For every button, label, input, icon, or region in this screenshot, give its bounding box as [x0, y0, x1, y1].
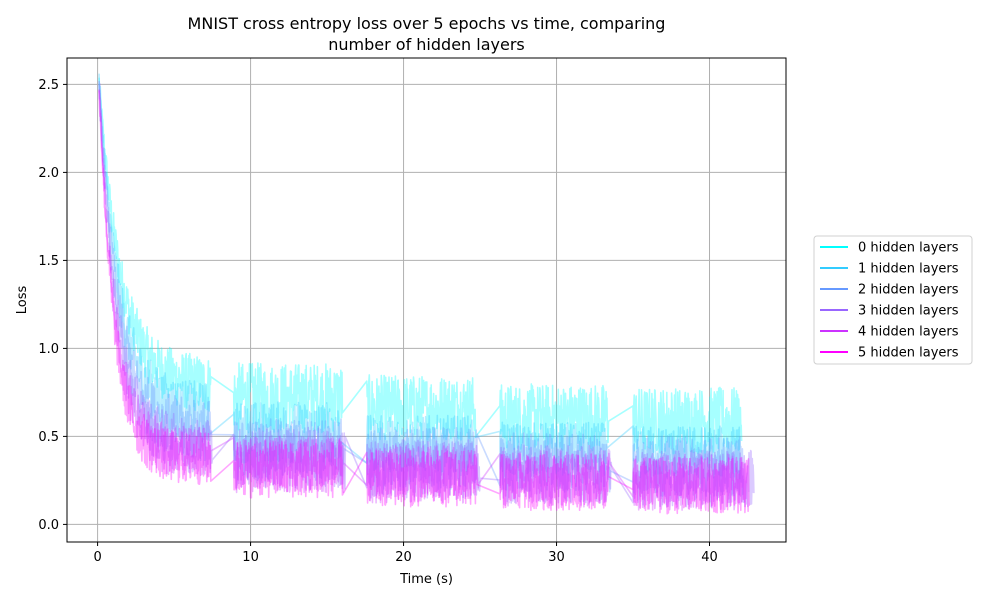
y-tick-label: 0.0 [38, 518, 59, 533]
series-lines [98, 73, 755, 515]
legend: 0 hidden layers 1 hidden layers 2 hidden l… [813, 235, 973, 365]
series-line [98, 90, 751, 515]
x-tick-label: 20 [395, 550, 412, 565]
legend-entry: 3 hidden layers [858, 304, 959, 319]
y-tick-label: 1.0 [38, 342, 59, 357]
legend-entry: 5 hidden layers [858, 346, 959, 361]
legend-entry: 1 hidden layers [858, 262, 959, 277]
legend-entry: 2 hidden layers [858, 283, 959, 298]
series-line [98, 84, 744, 497]
x-tick-label: 10 [242, 550, 259, 565]
series-line [98, 81, 755, 508]
series-line [98, 73, 741, 480]
chart-title-line-1: MNIST cross entropy loss over 5 epochs v… [188, 14, 666, 33]
plot-frame [66, 57, 787, 543]
x-axis-label: Time (s) [399, 572, 453, 587]
x-tick-label: 0 [93, 550, 101, 565]
y-axis-label: Loss [15, 286, 30, 315]
series-line [98, 77, 743, 455]
y-tick-label: 2.0 [38, 166, 59, 181]
y-tick-label: 0.5 [38, 430, 59, 445]
y-tick-label: 1.5 [38, 254, 59, 269]
chart-title-line-2: number of hidden layers [328, 35, 524, 54]
legend-frame [813, 235, 973, 365]
legend-entry: 0 hidden layers [858, 241, 959, 256]
legend-entry: 4 hidden layers [858, 325, 959, 340]
x-tick-label: 30 [548, 550, 565, 565]
x-tick-label: 40 [701, 550, 718, 565]
y-tick-label: 2.5 [38, 78, 59, 93]
grid [67, 58, 786, 542]
axis-ticks: 0 10 20 30 40 0.0 0.5 1.0 1.5 2.0 2.5 [38, 78, 717, 565]
series-line [98, 89, 749, 511]
